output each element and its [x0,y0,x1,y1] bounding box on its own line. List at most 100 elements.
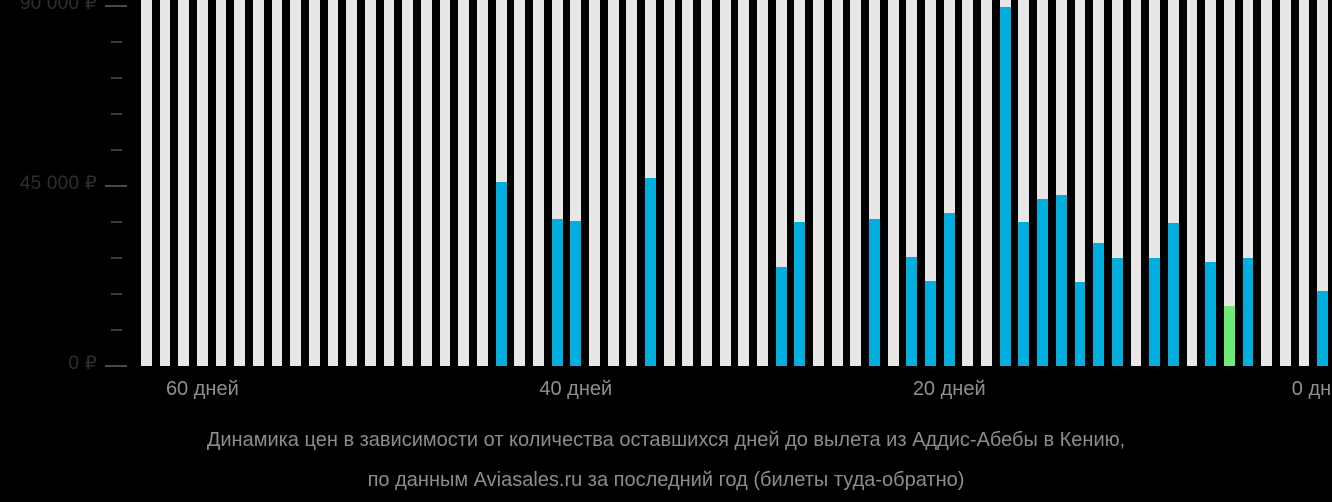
column-stripe [1167,0,1179,366]
y-axis-major-tick [105,365,127,367]
column-stripe [813,0,824,366]
bar[interactable] [1018,221,1030,366]
bar[interactable] [1223,305,1235,366]
bar[interactable] [999,6,1011,366]
x-axis-label: 60 дней [165,378,239,400]
column-stripe [775,0,787,366]
column-stripe [1149,0,1161,366]
column-stripe [925,0,936,366]
column-stripe [682,0,694,366]
column-stripe [757,0,768,366]
bar[interactable] [1093,242,1104,366]
y-axis: 90 000 ₽ 45 000 ₽ 0 ₽ [0,0,137,374]
bar[interactable] [645,177,656,366]
column-stripe [346,0,358,366]
bar[interactable] [906,257,918,366]
column-stripe [178,0,190,366]
column-stripe [850,0,862,366]
x-axis-label: 0 дней [1291,378,1332,400]
y-axis-minor-tick [111,329,122,331]
bar[interactable] [1074,282,1086,366]
column-stripe [271,0,283,366]
bar[interactable] [551,219,563,366]
column-stripe [1279,0,1291,366]
column-stripe [607,0,619,366]
y-axis-minor-tick [111,41,122,43]
column-stripe [402,0,414,366]
column-stripe [719,0,731,366]
x-axis: 60 дней 40 дней 20 дней 0 дней [137,366,1332,406]
column-stripe [290,0,302,366]
y-axis-major-tick [105,5,127,7]
column-stripe [458,0,470,366]
bar[interactable] [1111,257,1123,366]
column-stripe [589,0,600,366]
bar[interactable] [570,221,582,366]
column-stripe [383,0,395,366]
column-stripe [831,0,843,366]
bar[interactable] [1205,262,1217,366]
column-stripe [364,0,376,366]
column-stripe [1093,0,1104,366]
column-stripe [943,0,955,366]
y-axis-major-tick [105,185,127,187]
x-axis-label: 40 дней [539,378,613,400]
plot-area [137,0,1332,366]
y-axis-minor-tick [111,293,122,295]
column-stripe [1317,0,1329,366]
column-stripe [1298,0,1310,366]
column-stripe [234,0,246,366]
column-stripe [887,0,899,366]
column-stripe [477,0,488,366]
column-stripe [533,0,544,366]
y-axis-label: 0 ₽ [68,353,97,374]
bar[interactable] [1242,258,1254,366]
y-axis-minor-tick [111,149,122,151]
column-stripe [962,0,974,366]
bar[interactable] [1055,195,1067,366]
column-stripe [1111,0,1123,366]
bar[interactable] [943,213,955,366]
column-stripe [551,0,563,366]
bar[interactable] [1037,198,1048,366]
column-stripe [327,0,339,366]
column-stripe [439,0,451,366]
bar-series [137,0,1332,366]
y-axis-minor-tick [111,257,122,259]
column-stripe [1130,0,1142,366]
chart-caption-line-1: Динамика цен в зависимости от количества… [206,429,1126,451]
column-stripe [701,0,712,366]
bar[interactable] [1149,258,1161,366]
column-stripe [1055,0,1067,366]
column-stripe [1242,0,1254,366]
y-axis-minor-tick [111,77,122,79]
bar[interactable] [495,181,507,366]
column-stripe [196,0,208,366]
bar[interactable] [775,267,787,366]
column-stripe [794,0,806,366]
column-stripe [308,0,320,366]
column-stripe [1074,0,1086,366]
column-stripes [137,0,1332,366]
bar[interactable] [925,281,936,366]
column-stripe [252,0,264,366]
column-stripe [663,0,675,366]
column-stripe [514,0,526,366]
chart-caption-line-2: по данным Aviasales.ru за последний год … [367,469,965,491]
column-stripe [1205,0,1217,366]
bar[interactable] [794,222,806,366]
column-stripe [1037,0,1048,366]
column-stripe [869,0,880,366]
column-stripe [626,0,638,366]
bar[interactable] [1167,222,1179,366]
column-stripe [159,0,171,366]
y-axis-label: 90 000 ₽ [19,0,97,14]
column-stripe [906,0,918,366]
column-stripe [420,0,432,366]
bar[interactable] [1317,290,1329,366]
column-stripe [1223,0,1235,366]
column-stripe [1261,0,1273,366]
column-stripe [738,0,750,366]
bar[interactable] [869,218,880,366]
